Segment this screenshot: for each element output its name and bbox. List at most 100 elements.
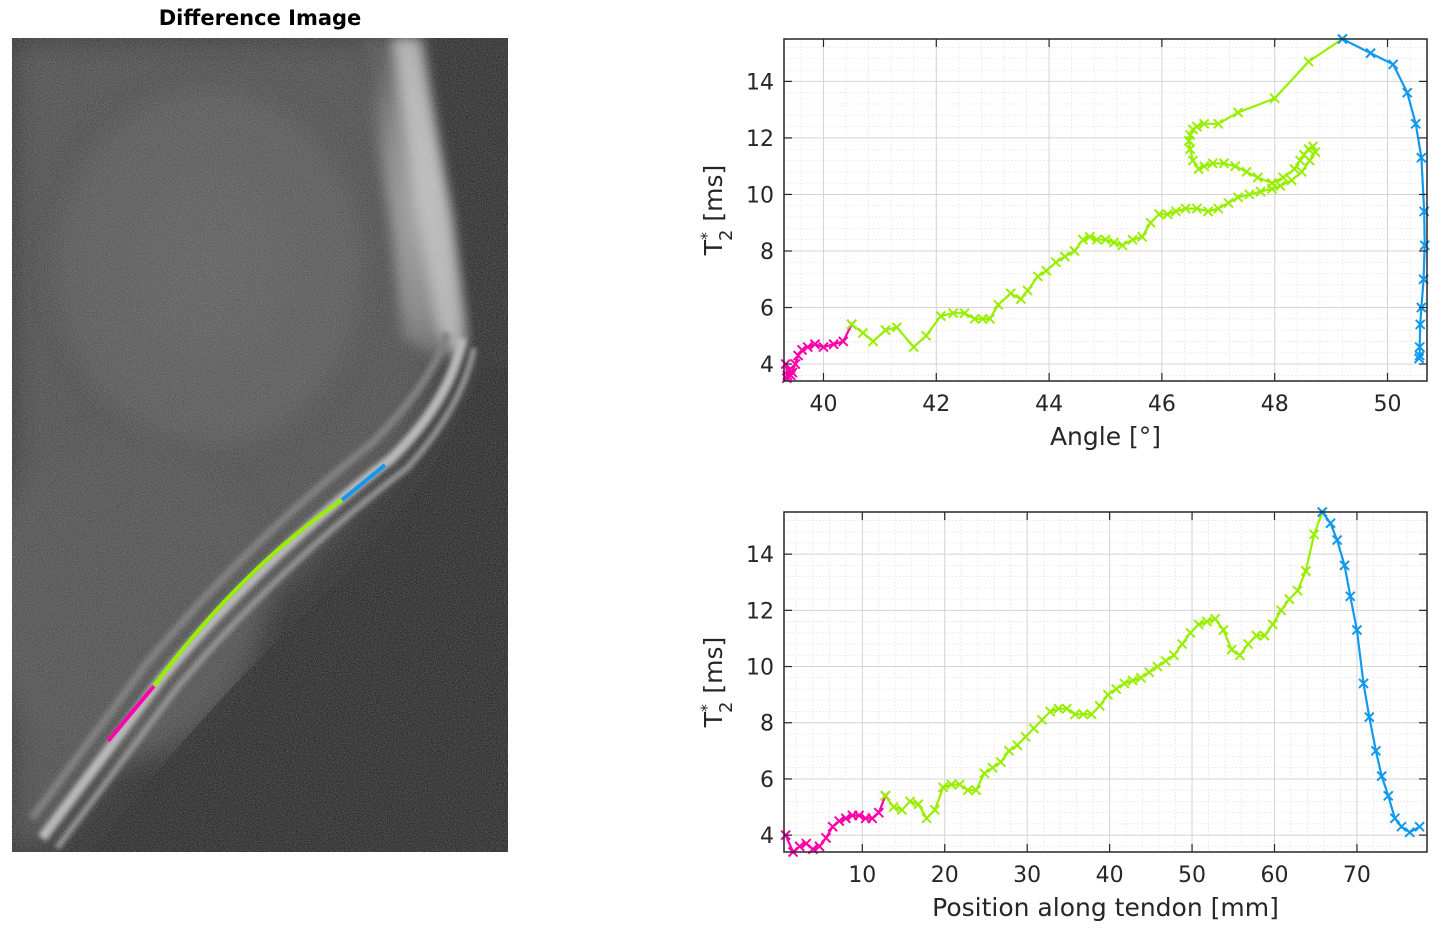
data-point bbox=[853, 810, 865, 821]
data-point bbox=[1207, 158, 1218, 169]
data-point bbox=[1111, 683, 1122, 695]
x-tick-label: 50 bbox=[1374, 392, 1402, 417]
data-point bbox=[987, 762, 998, 773]
data-point bbox=[984, 313, 996, 325]
data-point bbox=[1414, 821, 1425, 832]
y-tick-label: 14 bbox=[746, 543, 774, 568]
data-point bbox=[1198, 118, 1210, 130]
data-point bbox=[1176, 638, 1188, 650]
data-point bbox=[970, 784, 982, 796]
x-tick-label: 50 bbox=[1178, 863, 1206, 888]
data-point bbox=[1209, 613, 1221, 624]
data-point bbox=[1241, 166, 1252, 178]
y-tick-label: 6 bbox=[760, 768, 774, 793]
data-point bbox=[792, 350, 804, 361]
data-point bbox=[1294, 155, 1306, 166]
data-point bbox=[1135, 672, 1147, 683]
data-point bbox=[1234, 650, 1246, 661]
data-point bbox=[1339, 560, 1350, 571]
data-point bbox=[891, 322, 903, 333]
y-tick-label: 12 bbox=[746, 127, 774, 152]
data-point bbox=[1292, 585, 1303, 596]
data-point bbox=[1251, 630, 1262, 641]
data-point bbox=[1050, 257, 1062, 268]
data-point bbox=[1145, 217, 1156, 228]
data-point bbox=[1117, 240, 1128, 251]
data-point bbox=[1143, 666, 1155, 678]
data-point bbox=[1244, 189, 1255, 200]
data-point bbox=[1218, 158, 1230, 169]
data-point bbox=[937, 782, 949, 793]
data-point bbox=[1041, 265, 1052, 276]
data-point bbox=[828, 339, 839, 350]
data-point bbox=[1364, 711, 1375, 723]
data-point bbox=[873, 807, 885, 818]
data-point bbox=[1152, 661, 1163, 672]
data-point bbox=[1077, 234, 1089, 245]
data-point bbox=[1020, 731, 1031, 743]
data-point bbox=[1078, 709, 1089, 720]
data-point bbox=[1187, 155, 1199, 166]
data-point bbox=[1202, 206, 1214, 217]
y-tick-label: 4 bbox=[760, 353, 774, 378]
data-point bbox=[1230, 160, 1241, 172]
data-point bbox=[1351, 624, 1363, 636]
data-point bbox=[1345, 591, 1356, 602]
data-point bbox=[1069, 709, 1081, 720]
data-point bbox=[1185, 627, 1196, 639]
data-point bbox=[1061, 703, 1072, 714]
x-tick-label: 40 bbox=[1096, 863, 1124, 888]
data-point bbox=[846, 319, 857, 330]
data-point bbox=[1180, 203, 1191, 214]
data-point bbox=[1218, 624, 1229, 636]
y-tick-label: 10 bbox=[746, 656, 774, 681]
data-point bbox=[1100, 234, 1111, 245]
data-point bbox=[867, 336, 879, 347]
data-point bbox=[904, 796, 916, 807]
data-point bbox=[962, 784, 974, 796]
data-point bbox=[1331, 534, 1343, 546]
data-point bbox=[818, 341, 829, 353]
data-point bbox=[785, 370, 796, 381]
data-point bbox=[1184, 129, 1196, 141]
difference-image bbox=[12, 38, 508, 852]
data-point bbox=[1015, 293, 1027, 305]
data-point bbox=[1275, 180, 1286, 192]
data-point bbox=[1193, 619, 1204, 630]
data-point bbox=[1308, 529, 1320, 540]
data-point bbox=[820, 832, 832, 844]
x-tick-label: 10 bbox=[848, 863, 876, 888]
data-point bbox=[1127, 675, 1138, 686]
data-point bbox=[1119, 678, 1130, 689]
y-axis-label: T*2 [ms] bbox=[697, 165, 737, 257]
data-point bbox=[921, 813, 932, 824]
data-point bbox=[1275, 605, 1287, 616]
data-point bbox=[1213, 118, 1224, 130]
y-tick-label: 6 bbox=[760, 297, 774, 322]
data-point bbox=[1300, 565, 1312, 577]
data-point bbox=[1012, 740, 1023, 751]
image-title: Difference Image bbox=[158, 6, 362, 30]
x-tick-label: 20 bbox=[931, 863, 959, 888]
data-point bbox=[838, 336, 849, 347]
x-tick-label: 42 bbox=[922, 392, 950, 417]
data-point bbox=[1168, 650, 1180, 661]
data-point bbox=[1370, 745, 1382, 757]
data-point bbox=[1396, 821, 1407, 832]
data-point bbox=[794, 841, 805, 852]
y-axis-label: T*2 [ms] bbox=[697, 637, 737, 729]
data-point bbox=[1232, 107, 1244, 118]
data-point bbox=[1213, 203, 1224, 214]
data-point bbox=[1084, 231, 1095, 243]
data-point bbox=[995, 756, 1007, 768]
y-tick-label: 8 bbox=[760, 712, 774, 737]
data-point bbox=[1358, 678, 1369, 689]
x-tick-label: 44 bbox=[1035, 392, 1063, 417]
data-point bbox=[1389, 813, 1401, 824]
data-point bbox=[1325, 518, 1336, 529]
data-point bbox=[1160, 655, 1171, 667]
data-point bbox=[834, 815, 845, 827]
x-axis-label: Angle [°] bbox=[1050, 422, 1161, 451]
data-point bbox=[1415, 319, 1426, 330]
plot-frame bbox=[783, 511, 1428, 853]
